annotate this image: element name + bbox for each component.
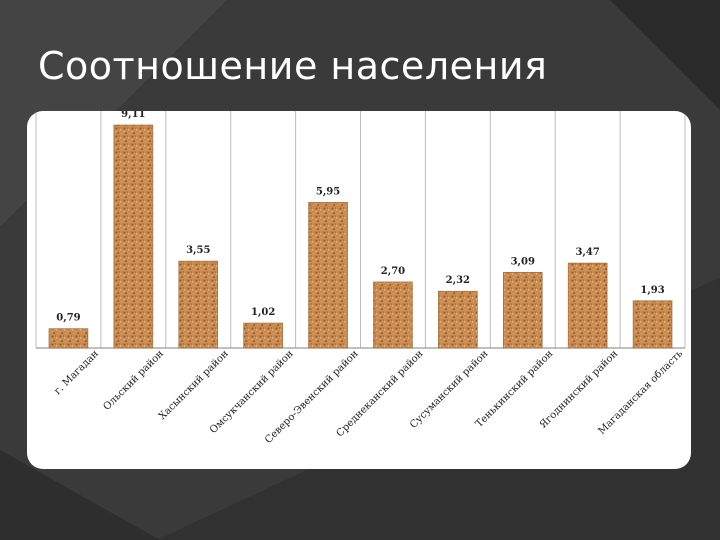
bar <box>178 260 219 349</box>
bar <box>48 328 89 349</box>
data-label: 3,09 <box>511 256 535 267</box>
data-label: 5,95 <box>316 186 340 197</box>
data-label: 3,47 <box>575 247 599 258</box>
slide-title: Соотношение населения <box>38 44 548 88</box>
category-label: Ольский район <box>102 348 167 413</box>
data-label: 1,93 <box>640 285 664 296</box>
data-label: 9,11 <box>121 111 145 120</box>
bar <box>308 202 348 349</box>
bar <box>567 262 608 349</box>
data-label: 2,70 <box>381 266 405 277</box>
data-label: 1,02 <box>251 307 275 318</box>
bar <box>632 300 673 349</box>
bar <box>113 124 154 349</box>
corner-decoration <box>610 0 720 110</box>
category-label: Хасынский район <box>157 348 231 422</box>
bar <box>373 281 413 349</box>
category-label: г. Магадан <box>52 348 101 397</box>
data-label: 2,32 <box>446 275 470 286</box>
bar <box>243 322 283 349</box>
chart-card: 0,79 9,11 3,55 1,02 5,95 2,70 2,32 3,09 3,47 1,93… <box>27 111 691 469</box>
bar-chart: 0,79 9,11 3,55 1,02 5,95 2,70 2,32 3,09 3,47 1,93… <box>35 111 686 446</box>
data-label: 3,55 <box>186 245 210 256</box>
data-label: 0,79 <box>56 313 80 324</box>
bar <box>502 272 543 349</box>
bar <box>438 290 478 349</box>
